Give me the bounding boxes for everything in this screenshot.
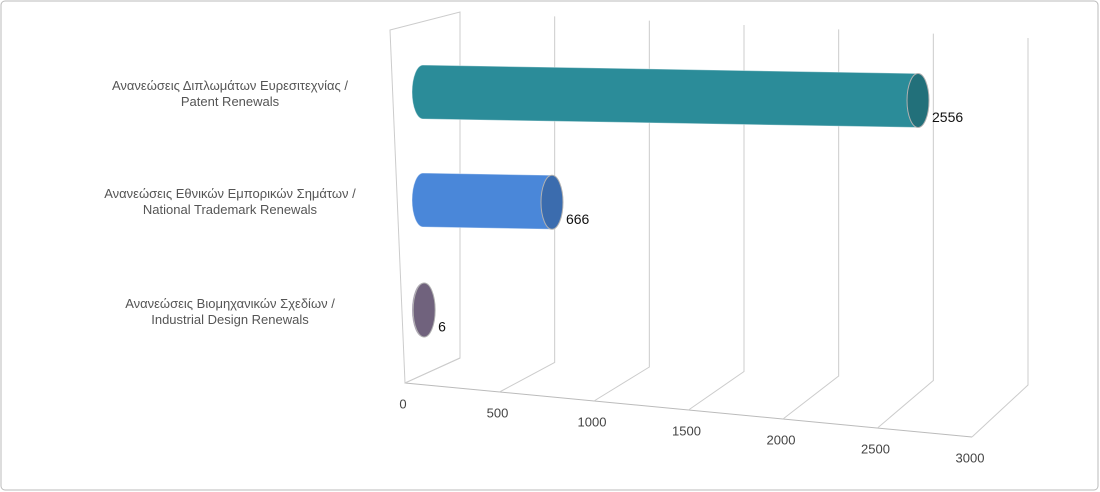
x-tick-label: 1500: [672, 423, 701, 438]
category-label: Ανανεώσεις Εθνικών Εμπορικών Σημάτων / N…: [104, 186, 356, 217]
value-label: 6: [438, 319, 446, 335]
category-label: Ανανεώσεις Διπλωμάτων Ευρεσιτεχνίας / Pa…: [111, 78, 348, 109]
grid-line: [688, 25, 745, 411]
x-tick-label: 500: [487, 405, 509, 420]
value-label: 2556: [932, 109, 963, 125]
x-tick-label: 2000: [767, 432, 796, 447]
grid-line: [877, 33, 934, 429]
bar-cap: [906, 73, 930, 129]
value-label: 666: [566, 211, 590, 227]
x-tick-label: 2500: [861, 441, 890, 456]
grid-line: [499, 16, 556, 393]
grid-line: [971, 38, 1029, 438]
category-label: Ανανεώσεις Βιομηχανικών Σχεδίων / Indust…: [125, 296, 335, 327]
x-tick-label: 3000: [956, 450, 985, 465]
grid-line: [404, 12, 461, 384]
bar: [411, 64, 930, 129]
bar: [411, 172, 564, 230]
x-tick-label: 0: [399, 396, 406, 411]
grid-line: [593, 20, 650, 402]
x-tick-label: 1000: [578, 414, 607, 429]
grid-line: [782, 29, 840, 420]
bar-cap: [412, 282, 436, 338]
bar-cap: [540, 174, 564, 230]
